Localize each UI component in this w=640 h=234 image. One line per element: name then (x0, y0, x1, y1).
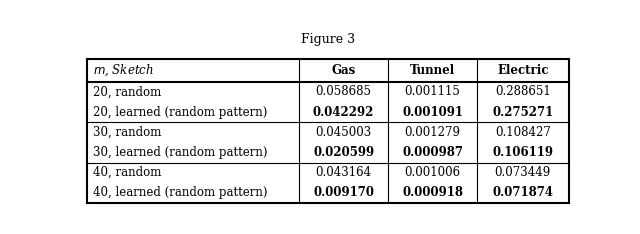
Text: 40, random: 40, random (93, 166, 162, 179)
Text: 0.045003: 0.045003 (316, 126, 372, 139)
Text: 20, random: 20, random (93, 85, 162, 99)
Text: 0.071874: 0.071874 (492, 186, 554, 199)
Text: 0.000987: 0.000987 (402, 146, 463, 159)
Text: 0.001091: 0.001091 (402, 106, 463, 119)
Text: $m$, Sketch: $m$, Sketch (93, 62, 154, 78)
Text: 30, random: 30, random (93, 126, 162, 139)
Text: Gas: Gas (332, 64, 356, 77)
Text: 0.058685: 0.058685 (316, 85, 372, 99)
Text: 20, learned (random pattern): 20, learned (random pattern) (93, 106, 268, 119)
Text: Electric: Electric (497, 64, 548, 77)
Text: 0.288651: 0.288651 (495, 85, 551, 99)
Text: 0.001006: 0.001006 (404, 166, 461, 179)
Text: Figure 3: Figure 3 (301, 33, 355, 47)
Text: 0.020599: 0.020599 (313, 146, 374, 159)
Text: 0.009170: 0.009170 (313, 186, 374, 199)
Text: 0.000918: 0.000918 (402, 186, 463, 199)
Text: 0.108427: 0.108427 (495, 126, 551, 139)
Text: 40, learned (random pattern): 40, learned (random pattern) (93, 186, 268, 199)
Text: 30, learned (random pattern): 30, learned (random pattern) (93, 146, 268, 159)
Text: Tunnel: Tunnel (410, 64, 455, 77)
Text: 0.042292: 0.042292 (313, 106, 374, 119)
Text: 0.106119: 0.106119 (492, 146, 554, 159)
Text: 0.043164: 0.043164 (316, 166, 372, 179)
Text: 0.001115: 0.001115 (404, 85, 461, 99)
Text: 0.073449: 0.073449 (495, 166, 551, 179)
Text: 0.001279: 0.001279 (404, 126, 461, 139)
Text: 0.275271: 0.275271 (492, 106, 554, 119)
